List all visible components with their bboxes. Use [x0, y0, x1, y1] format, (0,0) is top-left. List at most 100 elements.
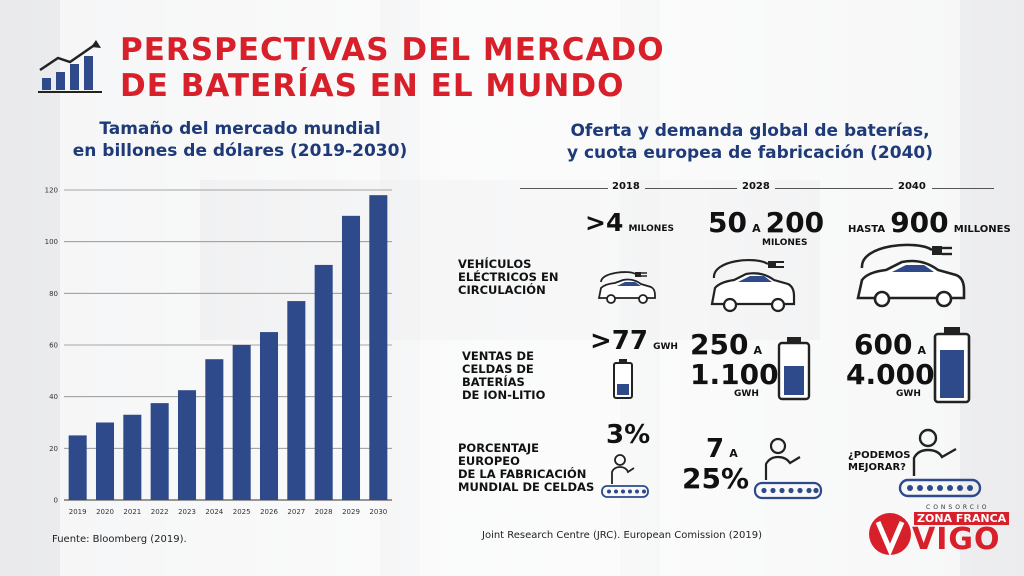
x-tick-label: 2023: [178, 508, 196, 516]
table-subtitle-line-1: Oferta y demanda global de baterías,: [570, 121, 930, 141]
bar-2030: [369, 195, 388, 500]
y-tick-label: 120: [45, 187, 58, 195]
vehicles-2028-unit: MILONES: [762, 238, 808, 248]
share-2018-value: 3%: [606, 420, 651, 450]
value-sep: A: [729, 447, 738, 460]
x-tick-label: 2028: [315, 508, 333, 516]
label-line: VEHÍCULOS: [458, 257, 532, 271]
chart-subtitle-line-1: Tamaño del mercado mundial: [99, 119, 381, 139]
x-tick-label: 2022: [151, 508, 169, 516]
battery-half-icon: [777, 337, 811, 401]
x-tick-label: 2021: [123, 508, 141, 516]
label-line: CIRCULACIÓN: [458, 283, 546, 297]
value-unit: MILONES: [628, 224, 674, 234]
x-tick-label: 2030: [369, 508, 387, 516]
x-tick-label: 2029: [342, 508, 360, 516]
divider: [520, 188, 608, 189]
label-line: EUROPEO: [458, 454, 520, 468]
electric-car-icon: [597, 271, 656, 304]
vehicles-2040-value: HASTA 900 MILLONES: [848, 206, 1011, 239]
battery-high-icon: [933, 327, 971, 404]
bar-2024: [205, 359, 224, 500]
table-subtitle: Oferta y demanda global de baterías, y c…: [540, 120, 960, 164]
value-sep: A: [753, 344, 763, 357]
factory-worker-icon: [898, 428, 982, 498]
row-label-cells: VENTAS DE CELDAS DE BATERÍAS DE ION-LITI…: [462, 350, 545, 402]
value-number: 7: [706, 434, 725, 464]
market-size-bar-chart: 0 20 40 60 80 100 120 2019 2020 2021 2022 2023 2024 2…: [45, 187, 392, 516]
divider: [932, 188, 994, 189]
table-source: Joint Research Centre (JRC). European Co…: [482, 530, 763, 541]
label-line: DE LA FABRICACIÓN: [458, 467, 587, 481]
y-tick-label: 60: [49, 342, 58, 350]
title-line-2: DE BATERÍAS EN EL MUNDO: [120, 68, 625, 104]
year-2028: 2028: [742, 181, 770, 192]
value-prefix: HASTA: [848, 224, 886, 235]
bar-2020: [95, 422, 115, 500]
x-tick-label: 2027: [287, 508, 305, 516]
chart-subtitle-line-2: en billones de dólares (2019-2030): [72, 141, 408, 161]
value-number: 4.000: [846, 358, 935, 391]
bar-2021: [123, 414, 142, 500]
bar-2019: [68, 435, 87, 500]
table-subtitle-line-2: y cuota europea de fabricación (2040): [566, 143, 934, 163]
row-label-vehicles: VEHÍCULOS ELÉCTRICOS EN CIRCULACIÓN: [458, 258, 558, 297]
bar-2029: [341, 215, 361, 501]
label-line: MUNDIAL DE CELDAS: [458, 480, 595, 494]
divider: [645, 188, 737, 189]
bar-2022: [150, 403, 169, 500]
label-line: PORCENTAJE: [458, 441, 539, 455]
vehicles-2018-value: >4 MILONES: [585, 208, 674, 237]
value-number: 900: [890, 206, 949, 239]
bar-2028: [314, 264, 333, 500]
value-number: >77: [590, 326, 648, 356]
logo-mid-text: ZONA FRANCA: [914, 512, 1010, 525]
value-number: 600: [854, 328, 913, 361]
label-line: ELÉCTRICOS EN: [458, 270, 559, 284]
logo-v-mark-icon: [869, 513, 911, 557]
logo-top-text: CONSORCIO: [926, 504, 990, 511]
bar-2025: [232, 345, 251, 500]
bar-2027: [287, 301, 306, 500]
y-tick-label: 20: [49, 445, 58, 453]
value-unit: GWH: [896, 389, 921, 399]
bar-2023: [177, 390, 197, 500]
value-unit: GWH: [653, 342, 678, 352]
x-tick-label: 2025: [233, 508, 251, 516]
y-tick-label: 0: [54, 497, 58, 505]
x-tick-label: 2026: [260, 508, 278, 516]
share-2028-value-a: 7 A: [706, 434, 738, 464]
cells-2028-value: 250 A 1.100 GWH: [690, 328, 779, 399]
cells-2018-value: >77 GWH: [590, 326, 678, 356]
chart-subtitle: Tamaño del mercado mundial en billones d…: [60, 118, 420, 162]
label-line: BATERÍAS: [462, 375, 525, 389]
value-line: ¿PODEMOS: [848, 450, 911, 461]
value-line: MEJORAR?: [848, 462, 906, 473]
y-tick-label: 80: [49, 290, 58, 298]
title-line-1: PERSPECTIVAS DEL MERCADO: [120, 32, 665, 68]
battery-low-icon: [613, 359, 633, 399]
label-line: DE ION-LITIO: [462, 388, 546, 402]
share-2028-value-b: 25%: [682, 462, 750, 495]
value-number: 250: [690, 328, 749, 361]
x-tick-label: 2020: [96, 508, 114, 516]
value-unit: MILLONES: [953, 224, 1011, 235]
share-2040-value: ¿PODEMOS MEJORAR?: [848, 450, 910, 474]
value-number: >4: [585, 208, 624, 237]
logo-bottom-text: VIGO: [912, 522, 1001, 557]
cells-2040-value: 600 A 4.000 GWH: [846, 328, 935, 399]
trend-chart-icon: [38, 40, 102, 93]
electric-car-icon: [856, 243, 966, 308]
factory-worker-icon: [601, 454, 649, 498]
value-sep: A: [752, 222, 761, 235]
chart-source: Fuente: Bloomberg (2019).: [52, 534, 187, 545]
value-sep: A: [917, 344, 927, 357]
label-line: CELDAS DE: [462, 362, 534, 376]
bar-2026: [259, 332, 279, 500]
value-number: 1.100: [690, 358, 779, 391]
x-tick-label: 2019: [69, 508, 87, 516]
year-2040: 2040: [898, 181, 926, 192]
label-line: VENTAS DE: [462, 349, 534, 363]
year-2018: 2018: [612, 181, 640, 192]
